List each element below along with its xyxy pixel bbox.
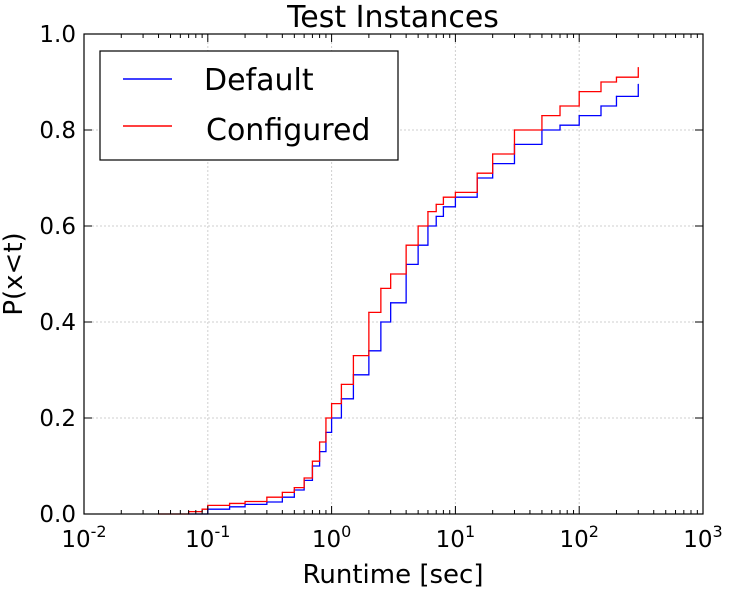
data-point-configured [559, 105, 561, 107]
series-layer [157, 67, 639, 515]
data-point-configured [405, 244, 407, 246]
y-tick-labels: 0.0 0.2 0.4 0.6 0.8 1.0 [39, 22, 76, 528]
x-tick-label: 100 [312, 522, 351, 553]
legend-box [99, 50, 399, 161]
legend: Default Configured [99, 50, 399, 161]
data-point-configured [266, 496, 268, 498]
data-point-default [637, 83, 639, 85]
data-point-configured [331, 403, 333, 405]
data-point-default [578, 115, 580, 117]
data-point-configured [368, 311, 370, 313]
data-point-default [244, 503, 246, 505]
data-point-configured [541, 115, 543, 117]
legend-label-default: Default [204, 63, 314, 98]
data-point-configured [513, 129, 516, 131]
x-tick-label: 10-2 [61, 522, 106, 553]
data-point-configured [417, 225, 419, 227]
y-tick-label: 1.0 [39, 22, 76, 48]
data-point-configured [325, 417, 327, 419]
data-point-default [600, 105, 602, 107]
data-point-configured [427, 211, 429, 213]
plot-frame [83, 33, 704, 515]
series-line-default [188, 84, 639, 515]
x-tick-label: 10-1 [185, 522, 230, 553]
data-point-configured [615, 76, 618, 78]
tick-marks [83, 33, 704, 515]
data-point-configured [352, 355, 355, 357]
chart-title: Test Instances [286, 0, 499, 35]
data-point-default [615, 95, 618, 97]
data-point-configured [340, 383, 343, 385]
data-point-configured [311, 460, 314, 462]
series-line-configured [158, 67, 639, 515]
data-point-configured [442, 196, 445, 198]
y-tick-label: 0.2 [39, 406, 76, 432]
data-point-configured [319, 441, 321, 443]
x-tick-labels: 10-2 10-1 100 101 102 103 [61, 522, 722, 553]
data-point-default [559, 124, 561, 126]
y-tick-label: 0.0 [39, 502, 76, 528]
data-point-default [390, 302, 392, 304]
y-tick-label: 0.6 [39, 214, 76, 240]
data-point-configured [435, 203, 437, 205]
data-point-configured [293, 487, 295, 489]
x-axis-label: Runtime [sec] [303, 560, 484, 590]
data-point-default [229, 506, 231, 508]
data-point-configured [600, 81, 602, 83]
data-point-default [380, 321, 382, 323]
data-point-configured [207, 504, 209, 506]
x-tick-label: 101 [436, 522, 475, 553]
data-point-configured [492, 153, 494, 155]
x-tick-label: 103 [683, 522, 722, 553]
data-point-configured [476, 172, 478, 174]
data-point-default [435, 215, 437, 217]
data-point-configured [281, 491, 283, 493]
y-tick-label: 0.8 [39, 118, 76, 144]
data-point-configured [303, 477, 305, 479]
legend-label-configured: Configured [206, 113, 370, 148]
data-point-configured [229, 502, 231, 505]
x-tick-label: 102 [559, 522, 598, 553]
data-point-default [442, 206, 445, 208]
data-point-configured [454, 191, 456, 193]
y-tick-label: 0.4 [39, 310, 76, 336]
data-point-configured [201, 508, 203, 510]
data-point-configured [380, 287, 382, 289]
data-point-configured [244, 500, 246, 503]
data-point-configured [578, 91, 580, 93]
data-point-configured [637, 67, 639, 69]
data-point-configured [390, 273, 392, 275]
y-axis-label: P(x<t) [0, 232, 29, 315]
